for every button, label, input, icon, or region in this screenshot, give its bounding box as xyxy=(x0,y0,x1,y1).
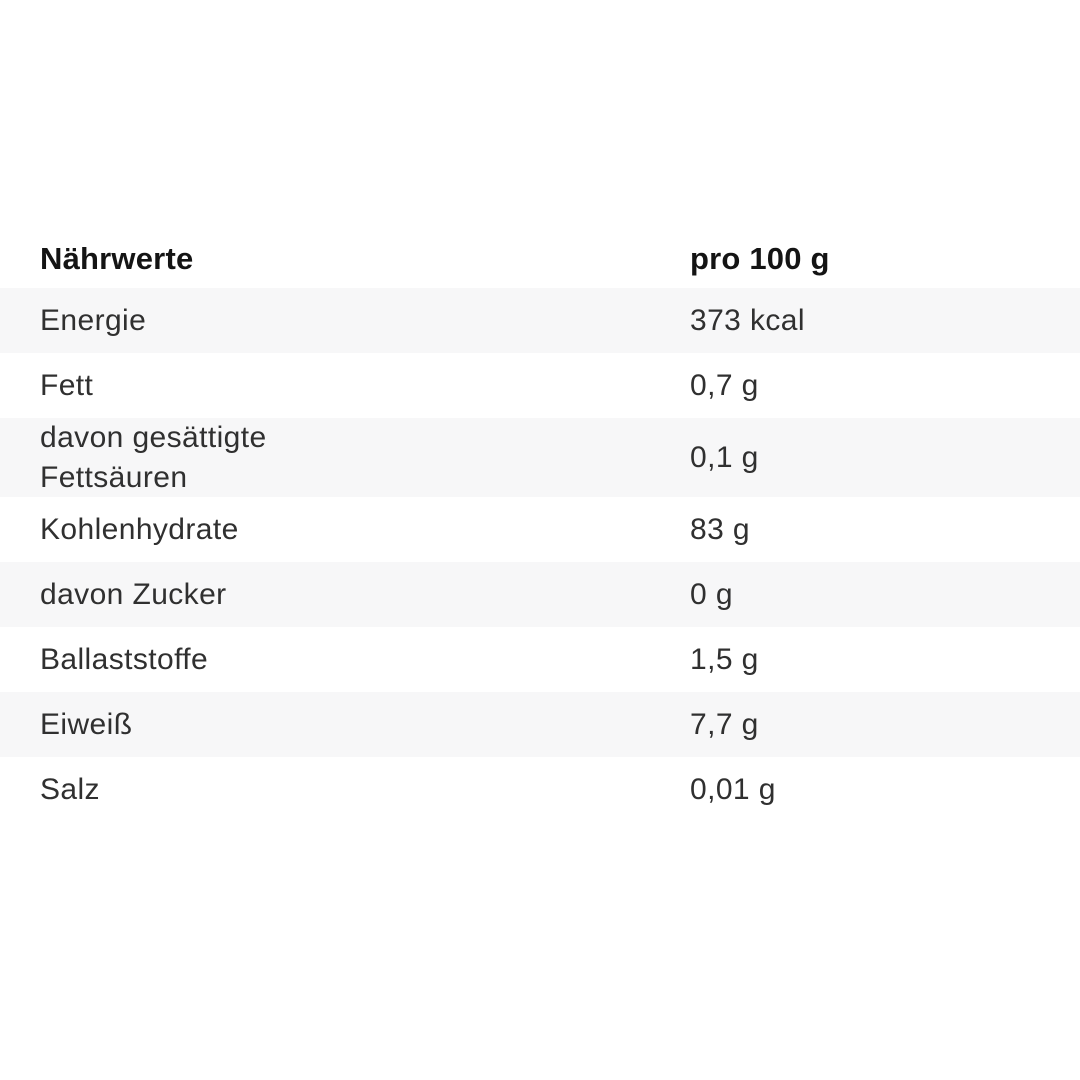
nutrient-label: Kohlenhydrate xyxy=(40,512,239,546)
table-row-ballaststoffe: Ballaststoffe 1,5 g xyxy=(0,627,1080,692)
nutrient-value: 0,01 g xyxy=(690,772,776,806)
table-row-energie: Energie 373 kcal xyxy=(0,288,1080,353)
nutrient-label: Eiweiß xyxy=(40,707,133,741)
table-row-zucker: davon Zucker 0 g xyxy=(0,562,1080,628)
nutrient-value: 0,1 g xyxy=(690,440,759,474)
table-row-eiweiss: Eiweiß 7,7 g xyxy=(0,692,1080,758)
table-row-gesaettigte-fettsaeuren: davon gesättigte Fettsäuren 0,1 g xyxy=(0,418,1080,498)
table-header-per-100g: pro 100 g xyxy=(690,240,830,276)
table-row-fett: Fett 0,7 g xyxy=(0,353,1080,418)
table-body: Energie 373 kcal Fett 0,7 g davon gesätt… xyxy=(0,288,1080,822)
nutrient-label: davon Zucker xyxy=(40,577,227,611)
nutrient-value: 0,7 g xyxy=(690,368,759,402)
nutrient-label: Fett xyxy=(40,368,94,402)
nutrient-value: 373 kcal xyxy=(690,303,805,337)
table-header-row: Nährwerte pro 100 g xyxy=(0,230,1080,288)
nutrition-table: Nährwerte pro 100 g Energie 373 kcal Fet… xyxy=(0,230,1080,822)
table-row-salz: Salz 0,01 g xyxy=(0,757,1080,822)
table-row-kohlenhydrate: Kohlenhydrate 83 g xyxy=(0,497,1080,562)
nutrient-label: Ballaststoffe xyxy=(40,642,209,676)
nutrient-label: davon gesättigte Fettsäuren xyxy=(40,421,267,494)
nutrient-value: 0 g xyxy=(690,577,733,611)
nutrient-value: 7,7 g xyxy=(690,707,759,741)
nutrient-value: 83 g xyxy=(690,512,750,546)
nutrient-label: Salz xyxy=(40,772,100,806)
nutrient-label: Energie xyxy=(40,303,147,337)
nutrient-value: 1,5 g xyxy=(690,642,759,676)
table-header-nutrients: Nährwerte xyxy=(40,240,194,276)
